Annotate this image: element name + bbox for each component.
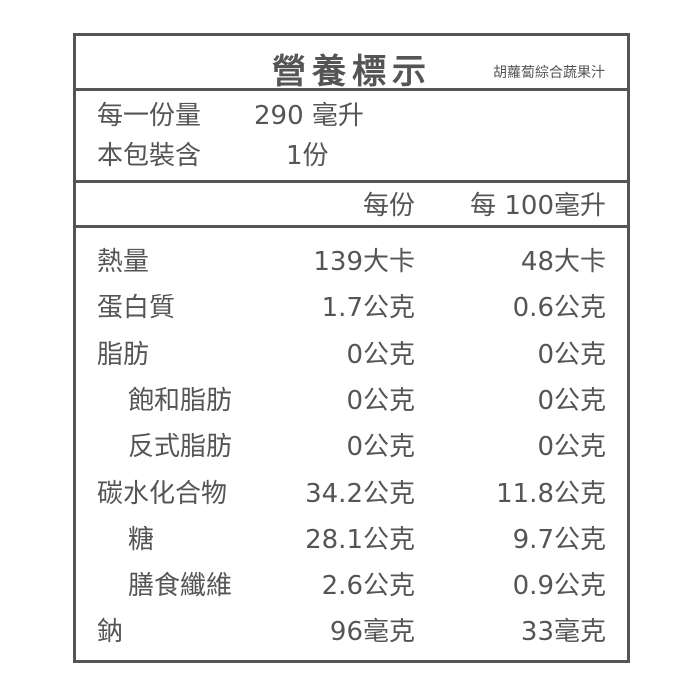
nutrient-per-serving: 28.1公克	[305, 524, 415, 555]
nutrient-row: 蛋白質 1.7公克 0.6公克	[76, 288, 627, 328]
divider	[76, 180, 627, 183]
nutrient-per-serving: 2.6公克	[321, 571, 415, 602]
nutrient-per-100ml: 11.8公克	[496, 478, 606, 509]
divider	[76, 225, 627, 228]
nutrient-name: 鈉	[97, 617, 124, 648]
divider	[76, 88, 627, 91]
nutrient-row: 脂肪 0公克 0公克	[76, 335, 627, 375]
column-per-100ml: 每 100毫升	[470, 191, 606, 221]
nutrient-name: 糖	[128, 524, 155, 555]
nutrient-per-serving: 0公克	[346, 385, 415, 416]
nutrient-per-100ml: 48大卡	[520, 247, 606, 277]
nutrient-row: 反式脂肪 0公克 0公克	[76, 427, 627, 467]
nutrient-per-100ml: 33毫克	[520, 617, 606, 648]
nutrient-per-serving: 0公克	[346, 339, 415, 370]
servings-label: 本包裝含	[97, 141, 202, 171]
nutrient-per-100ml: 0.9公克	[512, 571, 606, 602]
nutrient-per-serving: 1.7公克	[321, 293, 415, 324]
nutrient-per-100ml: 0公克	[537, 432, 606, 463]
nutrient-per-serving: 139大卡	[313, 247, 415, 277]
nutrient-row: 糖 28.1公克 9.7公克	[76, 520, 627, 560]
column-header-row: 每份 每 100毫升	[76, 186, 627, 226]
nutrient-name: 碳水化合物	[97, 478, 228, 509]
nutrient-name: 熱量	[97, 247, 150, 277]
nutrient-name: 蛋白質	[97, 293, 176, 324]
nutrient-name: 反式脂肪	[128, 432, 233, 463]
nutrient-per-serving: 96毫克	[329, 617, 415, 648]
nutrient-row: 飽和脂肪 0公克 0公克	[76, 381, 627, 421]
nutrient-row: 碳水化合物 34.2公克 11.8公克	[76, 474, 627, 514]
nutrient-per-serving: 0公克	[346, 432, 415, 463]
serving-size-value: 290 毫升	[254, 101, 364, 131]
product-name: 胡蘿蔔綜合蔬果汁	[493, 65, 605, 81]
nutrient-name: 膳食纖維	[128, 571, 233, 602]
nutrient-row: 鈉 96毫克 33毫克	[76, 612, 627, 652]
nutrient-per-100ml: 0公克	[537, 385, 606, 416]
nutrient-name: 飽和脂肪	[128, 385, 233, 416]
nutrient-per-100ml: 9.7公克	[512, 524, 606, 555]
nutrient-per-100ml: 0公克	[537, 339, 606, 370]
servings-value: 1份	[286, 141, 329, 171]
nutrition-label: 營養標示 胡蘿蔔綜合蔬果汁 每一份量 290 毫升 本包裝含 1份 每份 每 1…	[73, 33, 630, 663]
nutrient-row: 膳食纖維 2.6公克 0.9公克	[76, 566, 627, 606]
serving-size-label: 每一份量	[97, 101, 202, 131]
label-title: 營養標示	[272, 52, 432, 92]
serving-size-row: 每一份量 290 毫升	[76, 96, 627, 136]
nutrient-row: 熱量 139大卡 48大卡	[76, 242, 627, 282]
nutrient-per-serving: 34.2公克	[305, 478, 415, 509]
servings-row: 本包裝含 1份	[76, 136, 627, 176]
nutrient-name: 脂肪	[97, 339, 150, 370]
column-per-serving: 每份	[362, 191, 415, 221]
nutrient-per-100ml: 0.6公克	[512, 293, 606, 324]
